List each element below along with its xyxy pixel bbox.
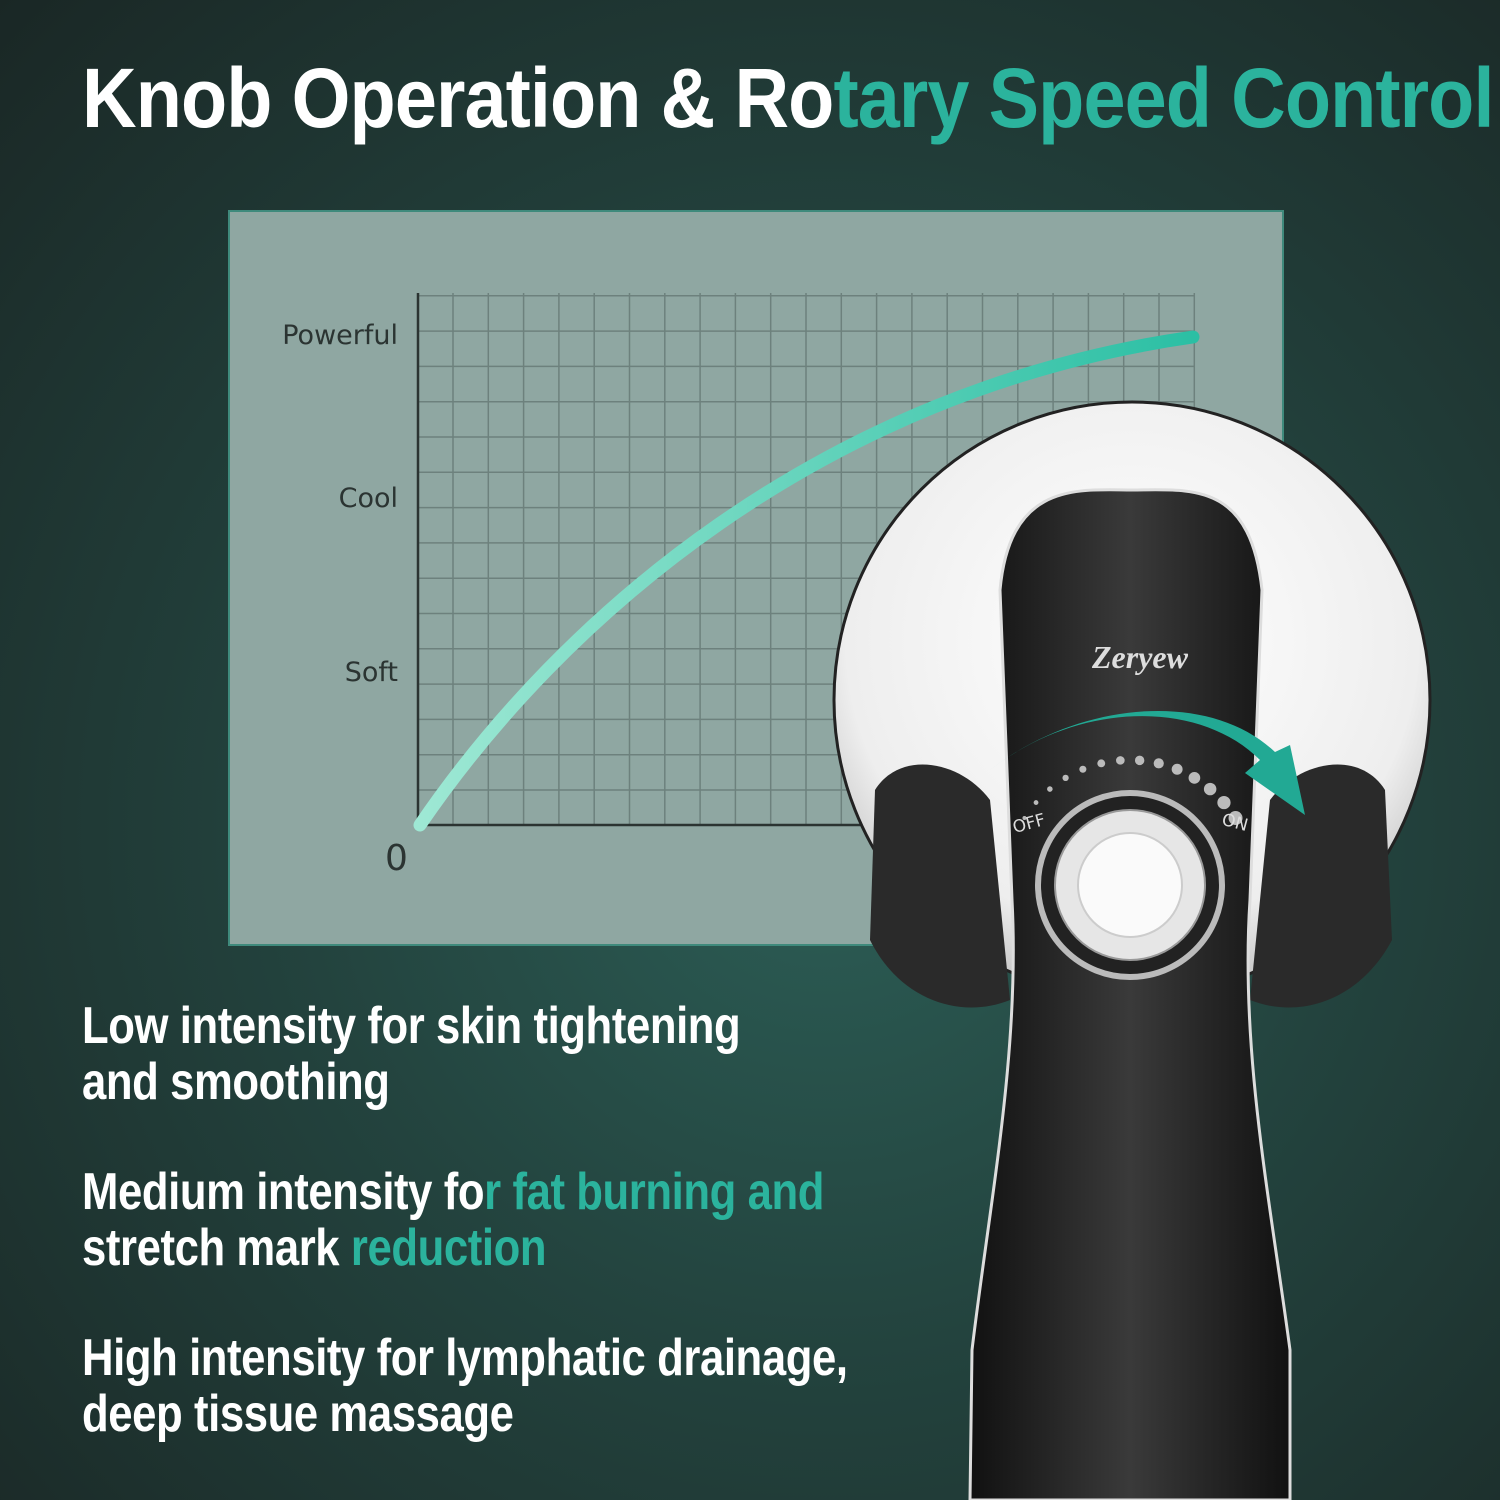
title-teal: tary Speed Control <box>833 51 1494 145</box>
origin-label: 0 <box>385 838 408 879</box>
y-label-soft: Soft <box>344 657 398 688</box>
speed-dot <box>1153 758 1164 769</box>
speed-dot <box>1134 755 1145 766</box>
feature-high-line1: High intensity for lymphatic drainage, <box>82 1329 848 1387</box>
speed-dot <box>1171 763 1183 775</box>
feature-medium: Medium intensity for fat burning and str… <box>82 1164 824 1276</box>
feature-medium-teal: r fat burning and <box>484 1163 825 1221</box>
feature-low-line2: and smoothing <box>82 1053 390 1111</box>
speed-dot <box>1097 759 1106 768</box>
page-title: Knob Operation & Rotary Speed Control <box>82 50 1494 147</box>
left-pad <box>870 764 1010 1008</box>
feature-medium-line2-white: stretch mark <box>82 1219 351 1277</box>
brand-logo: Zeryew <box>1091 639 1189 675</box>
device-handle <box>968 488 1292 1500</box>
y-label-cool: Cool <box>338 483 398 514</box>
speed-dot <box>1203 782 1217 796</box>
knob-center[interactable] <box>1077 832 1183 938</box>
speed-dot <box>1062 774 1069 782</box>
speed-dot <box>1188 772 1201 784</box>
right-pad <box>1250 764 1392 1008</box>
speed-dot <box>1217 795 1231 810</box>
speed-dot <box>1116 756 1125 765</box>
feature-low: Low intensity for skin tightening and sm… <box>82 997 741 1111</box>
speed-dot <box>1079 765 1087 773</box>
title-white: Knob Operation & Ro <box>82 51 834 145</box>
intensity-curve <box>413 330 1200 832</box>
feature-high-line2: deep tissue massage <box>82 1385 514 1443</box>
speed-dot <box>1033 800 1039 805</box>
y-label-powerful: Powerful <box>282 320 398 351</box>
speed-dot <box>1047 786 1053 792</box>
feature-medium-line2-teal: reduction <box>350 1219 547 1277</box>
speed-dot <box>1022 816 1027 821</box>
feature-medium-white: Medium intensity fo <box>82 1163 485 1221</box>
speed-dots <box>1022 755 1243 826</box>
feature-low-line1: Low intensity for skin tightening <box>82 997 741 1055</box>
speed-dot <box>1228 811 1243 826</box>
feature-high: High intensity for lymphatic drainage, d… <box>82 1330 848 1442</box>
